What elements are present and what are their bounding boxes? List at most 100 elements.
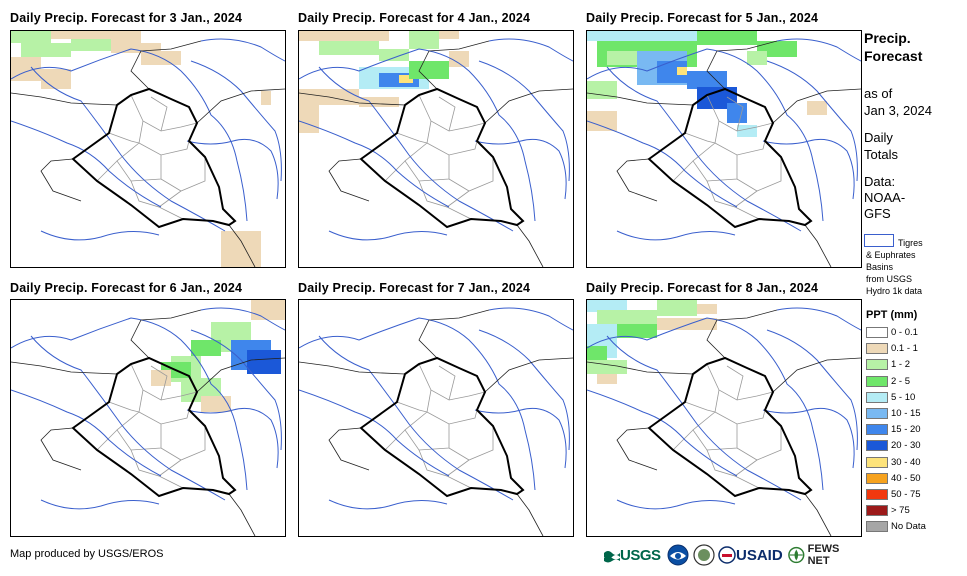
neighbor-boundary bbox=[418, 309, 490, 359]
precip-cell bbox=[21, 43, 71, 57]
basin-legend-line3: Basins bbox=[866, 262, 894, 272]
basin-outline bbox=[328, 230, 448, 241]
province-boundary bbox=[726, 365, 744, 401]
basin-legend-swatch bbox=[864, 234, 894, 247]
basin-legend-line2: & Euphrates bbox=[866, 250, 916, 260]
neighbor-boundary bbox=[418, 40, 490, 90]
precip-grid bbox=[299, 31, 469, 133]
precip-cell bbox=[727, 103, 747, 123]
basin-outline bbox=[776, 38, 861, 62]
precip-cell bbox=[597, 374, 617, 384]
basin-outline bbox=[11, 317, 248, 491]
precip-cell bbox=[191, 340, 221, 356]
doi-seal-logo bbox=[693, 543, 715, 567]
precip-cell bbox=[737, 125, 757, 137]
province-boundary bbox=[384, 429, 406, 451]
basin-outline bbox=[299, 120, 450, 208]
precip-cell bbox=[241, 246, 261, 267]
map-panel-1 bbox=[10, 30, 286, 268]
province-boundary bbox=[130, 94, 198, 132]
ppt-legend-swatch bbox=[866, 424, 888, 436]
province-boundary bbox=[446, 475, 472, 489]
precip-cell bbox=[747, 51, 767, 65]
ppt-legend-swatch bbox=[866, 456, 888, 468]
neighbor-boundary bbox=[228, 224, 256, 267]
basin-outline bbox=[328, 499, 448, 510]
basin-outline bbox=[11, 120, 162, 208]
ppt-legend-label: 1 - 2 bbox=[891, 359, 911, 371]
precip-cell bbox=[439, 31, 459, 39]
precip-cell bbox=[51, 31, 111, 39]
ppt-legend-label: 40 - 50 bbox=[891, 472, 921, 484]
precip-cell bbox=[657, 300, 697, 316]
basin-outline bbox=[190, 60, 282, 182]
precip-cell bbox=[399, 75, 413, 83]
province-boundary bbox=[734, 206, 760, 220]
neighbor-boundary bbox=[40, 427, 82, 471]
basin-outline bbox=[474, 407, 567, 469]
precip-cell bbox=[299, 31, 389, 41]
precip-cell bbox=[161, 51, 181, 65]
province-boundary bbox=[108, 401, 140, 413]
province-boundary bbox=[736, 157, 782, 192]
province-boundary bbox=[160, 157, 206, 192]
precip-cell bbox=[587, 31, 697, 41]
precip-cell bbox=[657, 318, 717, 330]
precip-cell bbox=[657, 61, 687, 83]
precip-cell bbox=[71, 39, 111, 51]
fews-net-logo-text: FEWS NET bbox=[807, 543, 840, 567]
basin-outline bbox=[616, 499, 736, 510]
neighbor-boundary bbox=[130, 309, 202, 359]
fews-net-globe-icon bbox=[788, 546, 805, 564]
basin-outline bbox=[200, 307, 285, 331]
neighbor-boundary bbox=[516, 224, 544, 267]
iraq-boundary bbox=[647, 87, 813, 229]
basin-outline bbox=[478, 329, 570, 451]
panel-title-5: Daily Precip. Forecast for 7 Jan., 2024 bbox=[298, 281, 531, 295]
iraq-boundary bbox=[71, 356, 237, 498]
ppt-legend-label: 20 - 30 bbox=[891, 440, 921, 452]
province-boundary bbox=[158, 475, 184, 489]
usaid-logo: USAID bbox=[718, 543, 783, 567]
ppt-legend-swatch bbox=[866, 489, 888, 500]
province-boundary bbox=[138, 120, 190, 156]
basin-outline bbox=[616, 230, 736, 241]
ppt-legend-label: 5 - 10 bbox=[891, 391, 916, 403]
basin-outline bbox=[186, 138, 279, 200]
basin-outline bbox=[587, 389, 738, 477]
iraq-boundary bbox=[359, 356, 525, 498]
province-boundary bbox=[150, 96, 168, 132]
precip-cell bbox=[409, 61, 449, 79]
basin-outline bbox=[11, 389, 162, 477]
precip-cell bbox=[201, 396, 231, 412]
usaid-logo-text: USAID bbox=[736, 546, 783, 564]
province-boundary bbox=[418, 94, 486, 132]
sidebar-data-line3: GFS bbox=[864, 206, 891, 221]
neighbor-boundary bbox=[804, 493, 832, 536]
province-boundary bbox=[726, 96, 744, 132]
partner-logos: USGS USAID FEWS NET bbox=[604, 543, 860, 567]
map-credit: Map produced by USGS/EROS bbox=[10, 548, 164, 560]
precip-cell bbox=[247, 350, 281, 374]
neighbor-boundary bbox=[328, 427, 370, 471]
province-boundary bbox=[448, 157, 494, 192]
precip-cell bbox=[379, 49, 409, 61]
noaa-logo bbox=[667, 543, 689, 567]
ppt-legend-swatch bbox=[866, 359, 888, 371]
neighbor-boundary bbox=[804, 224, 832, 267]
province-boundary bbox=[426, 120, 478, 156]
basin-outline bbox=[30, 66, 226, 232]
panel-title-3: Daily Precip. Forecast for 5 Jan., 2024 bbox=[586, 11, 819, 25]
province-boundary bbox=[150, 365, 168, 401]
neighbor-boundary bbox=[299, 92, 406, 106]
precip-cell bbox=[677, 67, 687, 75]
panel-title-4: Daily Precip. Forecast for 6 Jan., 2024 bbox=[10, 281, 243, 295]
ppt-legend-label: > 75 bbox=[891, 505, 910, 517]
precip-cell bbox=[449, 51, 469, 67]
neighbor-boundary bbox=[196, 357, 285, 393]
neighbor-boundary bbox=[299, 361, 406, 375]
ppt-legend-swatch bbox=[866, 408, 888, 419]
province-boundary bbox=[418, 363, 486, 401]
precip-cell bbox=[319, 41, 379, 55]
basin-outline bbox=[318, 335, 514, 501]
